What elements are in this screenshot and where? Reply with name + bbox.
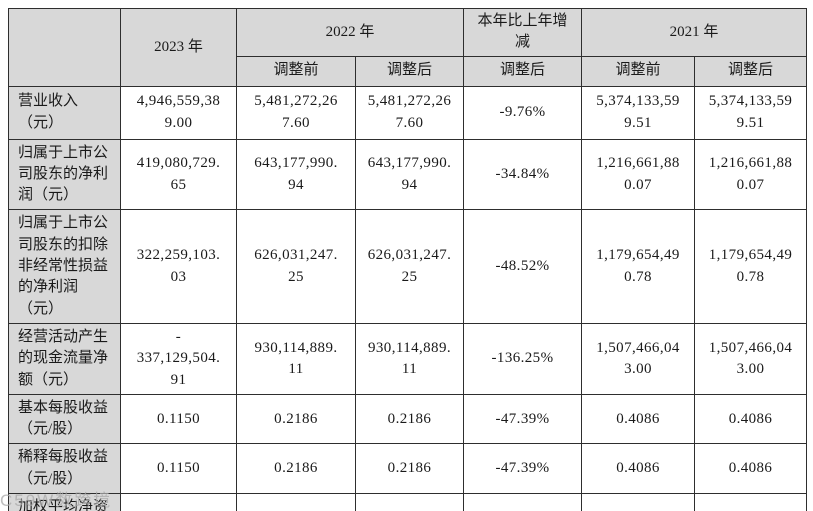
table-cell: 0.4086 (694, 443, 808, 495)
table-cell: 643,177,990. 94 (236, 138, 356, 211)
table-cell: 19.05% (694, 493, 808, 511)
header-year-2023: 2023 年 (120, 8, 237, 87)
table-cell: -5.64% (463, 493, 583, 511)
table-row-net-profit-excl-nonrecurring: 归属于上市公 司股东的扣除 非经常性损益 的净利润 （元） 322,259,10… (8, 209, 808, 324)
table-cell: 322,259,103. 03 (120, 209, 237, 324)
header-yoy-after-adjust: 调整后 (463, 55, 583, 87)
table-cell: 1,216,661,88 0.07 (581, 138, 696, 211)
table-cell: -34.84% (463, 138, 583, 211)
table-cell: 930,114,889. 11 (236, 322, 356, 395)
header-2022-before-adjust: 调整前 (236, 55, 356, 87)
table-cell: 0.2186 (236, 443, 356, 495)
table-cell: 1,179,654,49 0.78 (694, 209, 808, 324)
table-cell: 0.4086 (694, 393, 808, 445)
table-cell: 4,946,559,38 9.00 (120, 85, 237, 140)
row-label: 归属于上市公 司股东的净利 润（元） (8, 138, 121, 211)
row-label: 经营活动产生 的现金流量净 额（元） (8, 322, 121, 395)
table-cell: 1,179,654,49 0.78 (581, 209, 696, 324)
table-row-net-profit: 归属于上市公 司股东的净利 润（元） 419,080,729. 65 643,1… (8, 138, 808, 211)
header-2021-before-adjust: 调整前 (581, 55, 696, 87)
table-cell: 1,216,661,88 0.07 (694, 138, 808, 211)
table-cell: 1,507,466,04 3.00 (581, 322, 696, 395)
table-cell: 1,507,466,04 3.00 (694, 322, 808, 395)
table-cell: 9.33% (236, 493, 356, 511)
table-cell: 5,374,133,59 9.51 (694, 85, 808, 140)
header-corner-cell (8, 8, 121, 87)
table-cell: 3.69% (120, 493, 237, 511)
table-cell: 0.1150 (120, 393, 237, 445)
table-row-operating-cash-flow: 经营活动产生 的现金流量净 额（元） - 337,129,504. 91 930… (8, 322, 808, 395)
table-cell: 19.05% (581, 493, 696, 511)
table-row-basic-eps: 基本每股收益 （元/股） 0.1150 0.2186 0.2186 -47.39… (8, 393, 808, 445)
table-cell: 626,031,247. 25 (354, 209, 465, 324)
header-2021-after-adjust: 调整后 (694, 55, 808, 87)
table-cell: 643,177,990. 94 (354, 138, 465, 211)
header-year-2022: 2022 年 (235, 8, 465, 57)
header-year-2021: 2021 年 (581, 8, 808, 57)
row-label: 稀释每股收益 （元/股） (8, 443, 121, 495)
table-cell: -9.76% (463, 85, 583, 140)
table-cell: 9.33% (354, 493, 465, 511)
row-label: 基本每股收益 （元/股） (8, 393, 121, 445)
table-cell: 626,031,247. 25 (236, 209, 356, 324)
table-row-revenue: 营业收入 （元） 4,946,559,38 9.00 5,481,272,26 … (8, 85, 808, 140)
table-cell: 419,080,729. 65 (120, 138, 237, 211)
table-cell: -136.25% (463, 322, 583, 395)
table-row-diluted-eps: 稀释每股收益 （元/股） 0.1150 0.2186 0.2186 -47.39… (8, 443, 808, 495)
table-cell: -48.52% (463, 209, 583, 324)
table-cell: 0.1150 (120, 443, 237, 495)
table-cell: 0.4086 (581, 443, 696, 495)
financial-summary-table: 2023 年 2022 年 本年比上年增 减 2021 年 调整前 调整后 调整… (8, 8, 808, 511)
row-label: 营业收入 （元） (8, 85, 121, 140)
header-2022-after-adjust: 调整后 (354, 55, 465, 87)
table-cell: 0.4086 (581, 393, 696, 445)
table-cell: 5,481,272,26 7.60 (236, 85, 356, 140)
table-row-weighted-avg-roe: 加权平均净资 产收益率 3.69% 9.33% 9.33% -5.64% 19.… (8, 493, 808, 511)
table-cell: -47.39% (463, 443, 583, 495)
row-label: 加权平均净资 产收益率 (8, 493, 121, 511)
table-cell: 0.2186 (354, 393, 465, 445)
table-cell: 0.2186 (354, 443, 465, 495)
table-cell: 5,374,133,59 9.51 (581, 85, 696, 140)
table-cell: -47.39% (463, 393, 583, 445)
table-cell: 930,114,889. 11 (354, 322, 465, 395)
header-yoy-change: 本年比上年增 减 (463, 8, 583, 57)
row-label: 归属于上市公 司股东的扣除 非经常性损益 的净利润 （元） (8, 209, 121, 324)
table-cell: - 337,129,504. 91 (120, 322, 237, 395)
table-cell: 5,481,272,26 7.60 (354, 85, 465, 140)
table-cell: 0.2186 (236, 393, 356, 445)
